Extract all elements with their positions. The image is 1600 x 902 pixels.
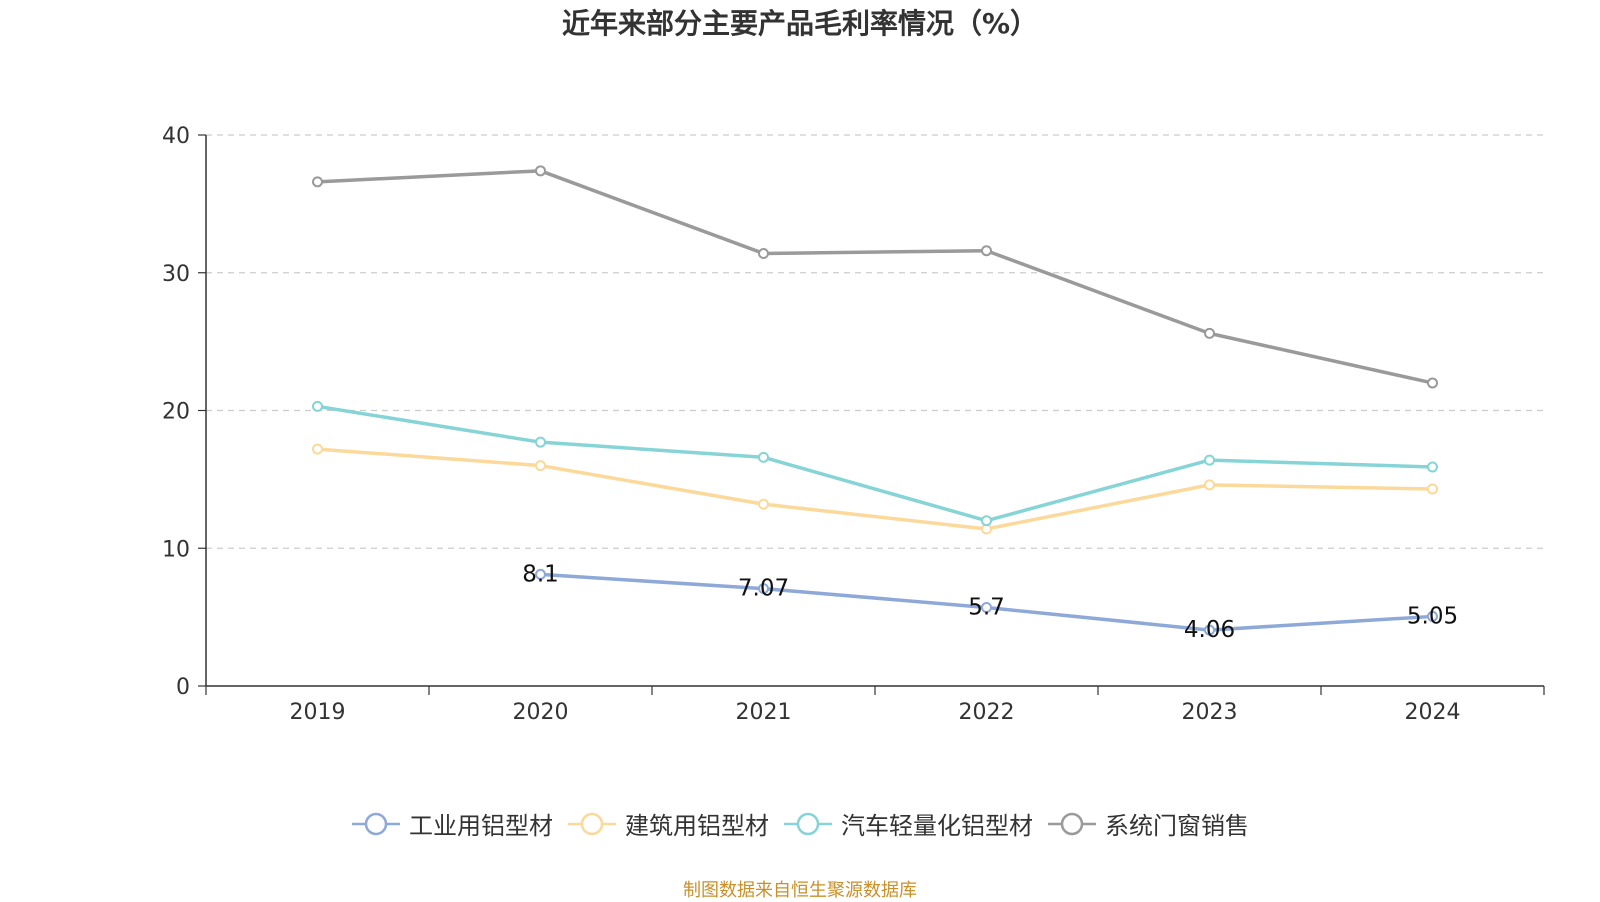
x-tick-label: 2019 [290,700,346,725]
data-label: 8.1 [522,561,559,587]
source-note: 制图数据来自恒生聚源数据库 [683,880,917,901]
y-tick-label: 0 [176,675,190,700]
chart-title: 近年来部分主要产品毛利率情况（%） [561,7,1039,40]
y-tick-label: 40 [162,124,190,149]
legend-line-circle-icon [568,812,616,835]
legend-item[interactable]: 工业用铝型材 [351,806,553,841]
x-tick-label: 2024 [1405,700,1461,725]
data-point [535,165,546,177]
series-line-2 [317,447,1433,531]
data-point [312,176,323,188]
legend-label: 建筑用铝型材 [625,812,769,840]
legend-label: 汽车轻量化铝型材 [841,812,1033,840]
data-point [1204,327,1215,339]
y-tick-label: 20 [162,400,190,425]
x-tick-label: 2022 [959,700,1015,725]
data-point [535,460,546,472]
legend-label: 工业用铝型材 [409,812,553,840]
data-point [758,583,769,595]
legend-item[interactable]: 汽车轻量化铝型材 [783,806,1033,841]
legend-item[interactable]: 系统门窗销售 [1047,806,1249,841]
data-point [758,498,769,510]
data-point [1427,461,1438,473]
y-tick-label: 30 [162,262,190,287]
data-point [981,245,992,257]
series-line-4 [317,169,1433,385]
series-line-3 [317,404,1433,523]
legend-label: 系统门窗销售 [1105,812,1249,840]
legend-line-circle-icon [1048,812,1096,835]
data-point [1204,479,1215,491]
data-point [535,568,546,580]
data-point [981,515,992,527]
line-chart: 0 10 20 30 40 2019 2020 2021 2022 2023 2024 8.1 7.07… [162,124,1545,725]
y-tick-label: 10 [162,537,190,562]
data-point [758,247,769,259]
data-point [1427,483,1438,495]
data-label: 5.05 [1407,603,1458,629]
data-point [1204,624,1215,636]
x-tick-label: 2021 [736,700,792,725]
x-tick-label: 2023 [1182,700,1238,725]
data-point [758,451,769,463]
data-point [1427,610,1438,622]
data-label: 7.07 [738,576,789,602]
data-point [535,436,546,448]
data-point [981,601,992,613]
chart-legend: 工业用铝型材 建筑用铝型材 汽车轻量化铝型材 系统门窗销售 [0,806,1600,841]
data-label: 4.06 [1184,617,1235,643]
legend-item[interactable]: 建筑用铝型材 [567,806,769,841]
legend-line-circle-icon [784,812,832,835]
x-tick-label: 2020 [513,700,569,725]
data-label: 5.7 [968,594,1005,620]
data-point [312,400,323,412]
legend-line-circle-icon [352,812,400,835]
data-point [1427,377,1438,389]
data-point [312,443,323,455]
data-point [1204,454,1215,466]
